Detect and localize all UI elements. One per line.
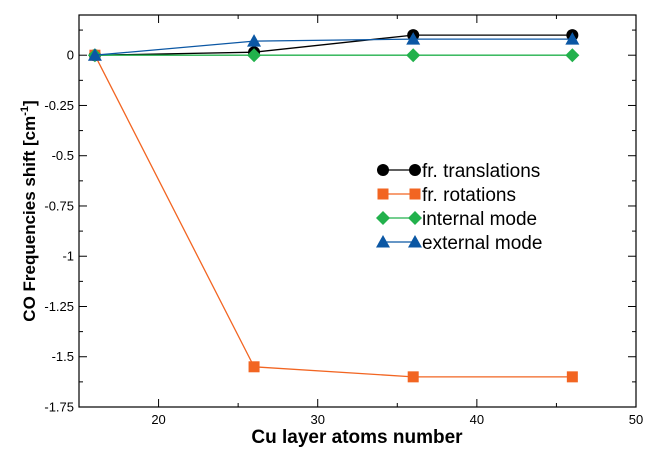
x-tick-label: 40 <box>470 412 484 427</box>
data-point-external-mode <box>406 32 421 45</box>
y-axis-label-close: ] <box>20 100 39 106</box>
x-tick-label: 50 <box>629 412 643 427</box>
legend-item-external-mode: external mode <box>376 233 542 254</box>
data-point-external-mode <box>565 32 580 45</box>
y-axis-label-superscript: -1 <box>19 106 31 116</box>
series-external-mode <box>87 32 580 61</box>
y-tick-label: -1.5 <box>52 349 74 364</box>
data-point-fr-rotations <box>407 371 419 383</box>
y-axis-label-main: CO Frequencies shift [cm <box>20 116 39 322</box>
x-axis-label: Cu layer atoms number <box>251 427 463 448</box>
series-layer <box>87 29 580 383</box>
legend-marker <box>409 188 421 200</box>
data-point-fr-rotations <box>248 361 260 373</box>
y-tick-label: 0 <box>67 48 74 63</box>
x-tick-label: 20 <box>151 412 165 427</box>
y-tick-label: -0.5 <box>52 148 74 163</box>
data-point-fr-rotations <box>566 371 578 383</box>
data-point-external-mode <box>247 34 262 47</box>
legend-label: internal mode <box>422 209 537 230</box>
y-tick-label: -1 <box>62 249 74 264</box>
axes: 20 30 40 50 0 -0.25 -0.5 -0.75 -1 -1.25 -1.5 -1.75 <box>44 15 643 427</box>
legend-marker <box>408 235 422 248</box>
y-tick-label: -1.25 <box>44 299 74 314</box>
legend-label: external mode <box>422 233 542 254</box>
legend-marker <box>377 164 389 176</box>
data-point-external-mode <box>87 48 102 61</box>
legend-marker <box>408 211 422 225</box>
series-fr-translations <box>88 29 579 62</box>
legend-label: fr. translations <box>422 161 540 182</box>
data-point-internal-mode <box>247 48 262 63</box>
series-line-external-mode <box>94 38 573 56</box>
series-line-fr-rotations <box>94 54 573 378</box>
x-tick-label: 30 <box>310 412 324 427</box>
plot-frame <box>78 14 637 408</box>
y-tick-label: -1.75 <box>44 400 74 415</box>
legend-item-fr-translations: fr. translations <box>377 161 540 182</box>
legend-item-internal-mode: internal mode <box>376 209 537 230</box>
legend-label: fr. rotations <box>422 185 516 206</box>
legend-marker <box>409 164 421 176</box>
legend-item-fr-rotations: fr. rotations <box>377 185 516 206</box>
series-internal-mode <box>87 48 580 63</box>
legend: fr. translations fr. rotations internal mo… <box>376 161 542 254</box>
y-axis-label: CO Frequencies shift [cm-1] <box>19 100 39 321</box>
data-point-internal-mode <box>406 48 421 63</box>
legend-marker <box>376 211 390 225</box>
data-point-internal-mode <box>565 48 580 63</box>
series-line-fr-translations <box>94 34 573 56</box>
legend-marker <box>376 235 390 248</box>
y-tick-label: -0.25 <box>44 98 74 113</box>
y-tick-label: -0.75 <box>44 198 74 213</box>
legend-marker <box>377 188 389 200</box>
